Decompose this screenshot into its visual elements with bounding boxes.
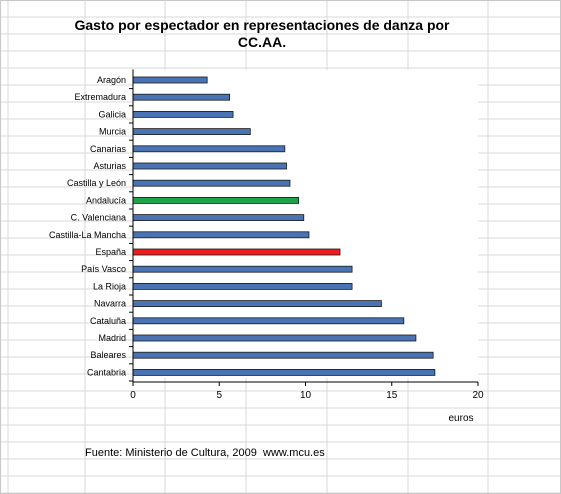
- bar-10: [132, 248, 341, 256]
- bar-15: [132, 334, 417, 342]
- x-tick-label-0: 0: [130, 390, 136, 401]
- bar-5: [132, 162, 287, 170]
- category-label-4: Canarias: [90, 144, 127, 154]
- bar-9: [132, 231, 310, 239]
- x-tick-label-2: 10: [300, 390, 312, 401]
- category-label-1: Extremadura: [74, 92, 126, 102]
- x-tick-label-3: 15: [386, 390, 398, 401]
- bar-11: [132, 265, 353, 273]
- category-label-11: País Vasco: [81, 264, 126, 274]
- bar-14: [132, 317, 405, 325]
- bar-2: [132, 111, 234, 118]
- category-labels: Aragón Extremadura Galicia Murcia Canarias As…: [49, 69, 134, 382]
- category-label-16: Baleares: [90, 350, 126, 360]
- bar-3: [132, 128, 251, 136]
- category-label-3: Murcia: [99, 127, 126, 137]
- category-label-12: La Rioja: [93, 281, 126, 291]
- bar-12: [132, 282, 353, 290]
- bar-7: [132, 196, 300, 204]
- bar-6: [132, 179, 291, 187]
- x-axis-label: euros: [448, 413, 473, 424]
- category-label-2: Galicia: [98, 109, 126, 119]
- category-label-15: Madrid: [98, 333, 126, 343]
- bar-13: [132, 300, 382, 308]
- bar-4: [132, 145, 286, 153]
- category-label-13: Navarra: [94, 299, 126, 309]
- source-url: www.mcu.es: [262, 447, 325, 459]
- bar-0: [132, 76, 208, 84]
- x-axis: 0 5 10 15 20: [130, 381, 484, 401]
- source-text: Fuente: Ministerio de Cultura, 2009: [85, 447, 257, 459]
- x-tick-label-1: 5: [216, 390, 222, 401]
- chart-title-line-1: Gasto por espectador en representaciones…: [75, 17, 451, 33]
- x-tick-label-4: 20: [472, 390, 484, 401]
- plot-area: [133, 70, 478, 378]
- category-label-10: España: [95, 247, 126, 257]
- bar-8: [132, 214, 305, 222]
- category-label-17: Cantabria: [87, 367, 126, 377]
- bar-1: [132, 93, 230, 101]
- category-label-6: Castilla y León: [67, 178, 126, 188]
- category-label-7: Andalucía: [86, 195, 126, 205]
- category-label-14: Cataluña: [90, 316, 126, 326]
- bar-16: [132, 351, 434, 359]
- bars: [132, 70, 478, 378]
- bar-17: [132, 368, 436, 376]
- category-label-9: Castilla-La Mancha: [49, 230, 126, 240]
- category-label-0: Aragón: [97, 75, 126, 85]
- category-label-8: C. Valenciana: [71, 213, 126, 223]
- chart-title-line-2: CC.AA.: [238, 34, 286, 50]
- category-label-5: Asturias: [93, 161, 126, 171]
